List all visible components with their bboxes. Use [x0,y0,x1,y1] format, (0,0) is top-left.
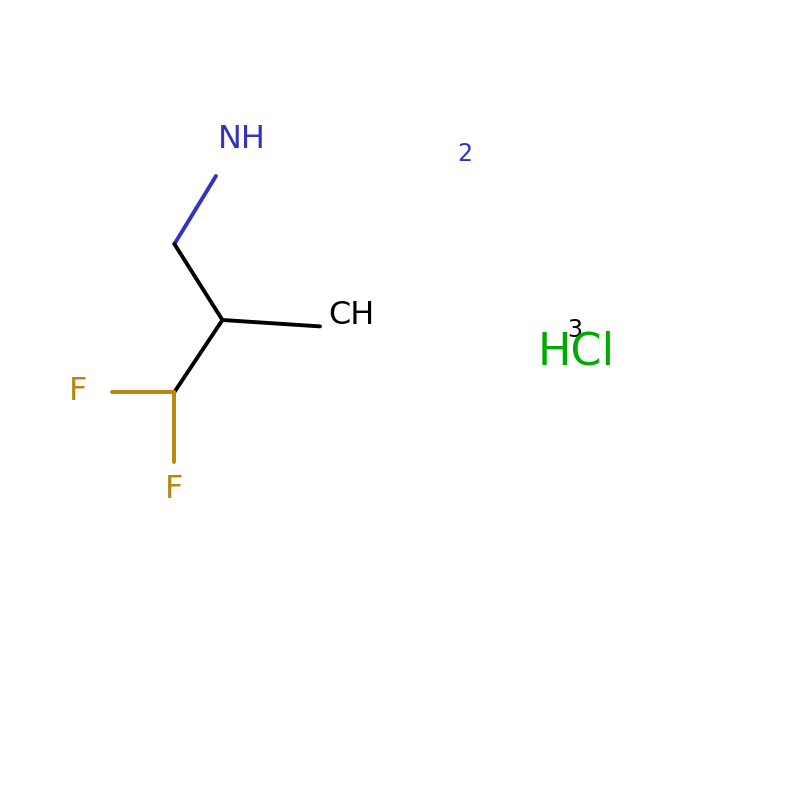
Text: F: F [70,377,87,407]
Text: NH: NH [218,125,266,155]
Text: F: F [166,474,183,505]
Text: 3: 3 [567,318,582,342]
Text: CH: CH [328,300,374,330]
Text: 2: 2 [457,142,472,166]
Text: HCl: HCl [538,330,614,374]
